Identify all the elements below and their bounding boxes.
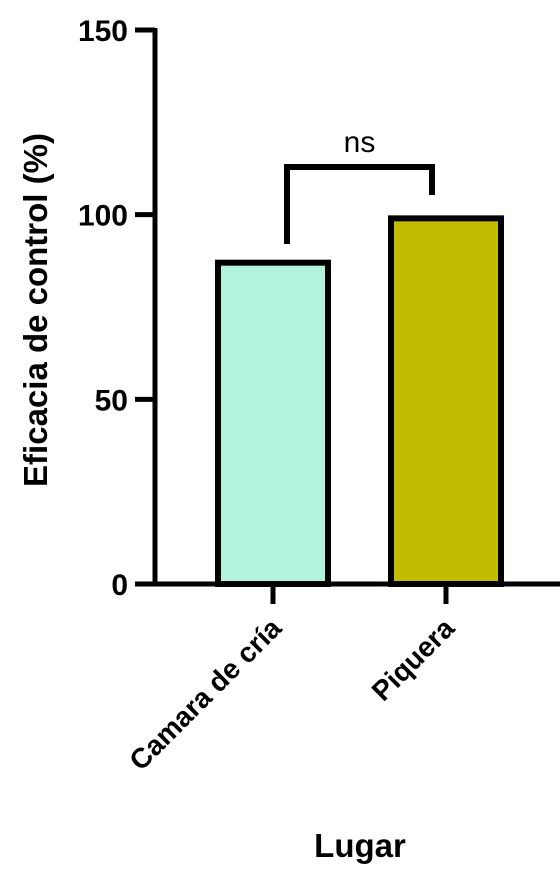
y-tick-label: 100 bbox=[78, 200, 128, 233]
y-tick-label: 50 bbox=[95, 384, 128, 417]
y-tick-label: 0 bbox=[111, 569, 128, 602]
axes-group bbox=[135, 28, 560, 587]
y-ticks-group: 0 50 100 150 bbox=[78, 15, 155, 602]
x-axis-title: Lugar bbox=[314, 827, 406, 864]
annotations-group: ns bbox=[284, 126, 435, 244]
x-tick-label: Camara de cría bbox=[123, 612, 287, 776]
significance-label: ns bbox=[344, 126, 376, 159]
bars-group bbox=[215, 215, 504, 588]
x-tick-label: Piquera bbox=[366, 612, 461, 707]
bar bbox=[215, 259, 331, 587]
y-axis-title: Eficacia de control (%) bbox=[17, 133, 54, 487]
y-tick-label: 150 bbox=[78, 15, 128, 48]
significance-bracket bbox=[284, 164, 435, 244]
bar bbox=[388, 215, 504, 588]
x-ticks-group: Camara de cría Piquera bbox=[123, 584, 461, 776]
